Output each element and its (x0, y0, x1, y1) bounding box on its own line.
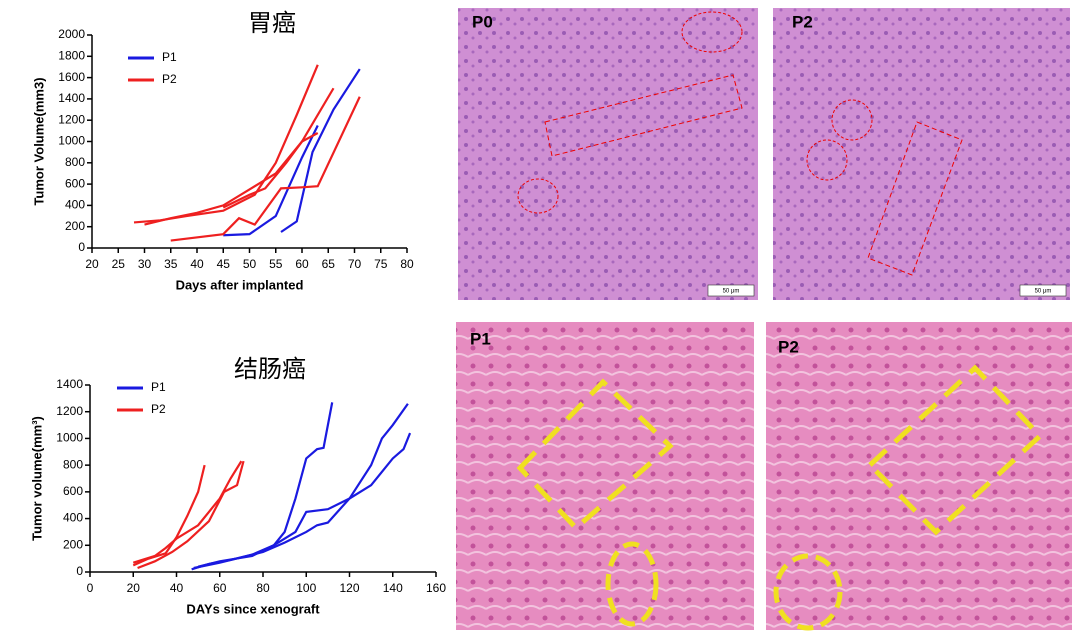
histology-image (766, 322, 1072, 630)
x-tick-label: 80 (256, 581, 270, 595)
y-tick-label: 1200 (56, 404, 83, 418)
x-tick-label: 55 (269, 257, 283, 271)
y-tick-label: 400 (65, 198, 85, 212)
annotation-circle (831, 99, 873, 141)
chart-title: 胃癌 (248, 9, 296, 37)
x-tick-label: 80 (400, 257, 414, 271)
scale-bar (1019, 284, 1067, 297)
y-axis-label: Tumor Volume(mm3) (31, 77, 46, 205)
series-line (170, 96, 361, 242)
annotation-box (516, 378, 674, 532)
histology-image (456, 322, 754, 630)
legend-label: P2 (151, 402, 166, 416)
scale-label: 50 μm (1035, 289, 1052, 295)
x-tick-label: 40 (170, 581, 184, 595)
panel-label: P2 (778, 337, 799, 356)
x-tick-label: 160 (426, 581, 446, 595)
x-tick-label: 35 (164, 257, 178, 271)
panel-label: P2 (792, 12, 813, 31)
y-tick-label: 600 (63, 484, 83, 498)
x-tick-label: 45 (217, 257, 231, 271)
y-tick-label: 600 (65, 176, 85, 190)
x-tick-label: 40 (190, 257, 204, 271)
x-tick-label: 140 (383, 581, 403, 595)
x-axis-label: Days after implanted (176, 277, 304, 292)
y-tick-label: 1400 (58, 91, 85, 105)
panel-label: P1 (470, 329, 491, 348)
scale-bar (707, 284, 755, 297)
annotation-circle (605, 541, 659, 627)
series-line (193, 432, 412, 570)
y-tick-label: 1000 (56, 431, 83, 445)
x-tick-label: 60 (295, 257, 309, 271)
histology-panels: P0 P2 P1 P2 50 μm 50 μm (456, 8, 1072, 631)
y-tick-label: 800 (63, 457, 83, 471)
series-line (197, 403, 409, 568)
x-tick-label: 50 (243, 257, 257, 271)
annotation-circle (806, 139, 848, 181)
x-tick-label: 60 (213, 581, 227, 595)
x-tick-label: 65 (322, 257, 336, 271)
y-tick-label: 1000 (58, 134, 85, 148)
legend-label: P1 (151, 380, 166, 394)
y-tick-label: 2000 (58, 27, 85, 41)
annotation-circle (517, 178, 559, 214)
series-line (280, 68, 361, 233)
legend-label: P2 (162, 72, 177, 86)
annotation-box (866, 364, 1044, 536)
series-line (133, 64, 319, 224)
y-tick-label: 1600 (58, 70, 85, 84)
histology-image (458, 8, 758, 300)
panel-label: P0 (472, 12, 493, 31)
y-tick-label: 0 (76, 564, 83, 578)
annotation-circle (773, 553, 843, 631)
x-tick-label: 20 (127, 581, 141, 595)
y-tick-label: 1800 (58, 48, 85, 62)
y-tick-label: 200 (63, 537, 83, 551)
x-tick-label: 25 (112, 257, 126, 271)
y-tick-label: 1200 (58, 112, 85, 126)
annotation-box (544, 74, 743, 157)
series-line (132, 460, 243, 564)
y-tick-label: 1400 (56, 377, 83, 391)
x-tick-label: 120 (339, 581, 359, 595)
x-tick-label: 30 (138, 257, 152, 271)
y-tick-label: 400 (63, 511, 83, 525)
chart-title: 结肠癌 (234, 355, 306, 383)
series-line (191, 402, 334, 571)
y-tick-label: 800 (65, 155, 85, 169)
histology-image (773, 8, 1070, 300)
series-line (132, 464, 206, 567)
x-tick-label: 0 (87, 581, 94, 595)
annotation-box (867, 121, 963, 276)
scale-label: 50 μm (723, 289, 740, 295)
annotation-circle (681, 11, 743, 53)
x-tick-label: 20 (85, 257, 99, 271)
y-tick-label: 200 (65, 219, 85, 233)
y-axis-label: Tumor volume(mm³) (29, 416, 44, 541)
x-axis-label: DAYs since xenograft (186, 601, 320, 616)
x-tick-label: 70 (348, 257, 362, 271)
y-tick-label: 0 (78, 240, 85, 254)
series-line (222, 87, 335, 209)
legend-label: P1 (162, 50, 177, 64)
series-line (137, 460, 245, 570)
series-line (223, 125, 319, 237)
x-tick-label: 75 (374, 257, 388, 271)
x-tick-label: 100 (296, 581, 316, 595)
